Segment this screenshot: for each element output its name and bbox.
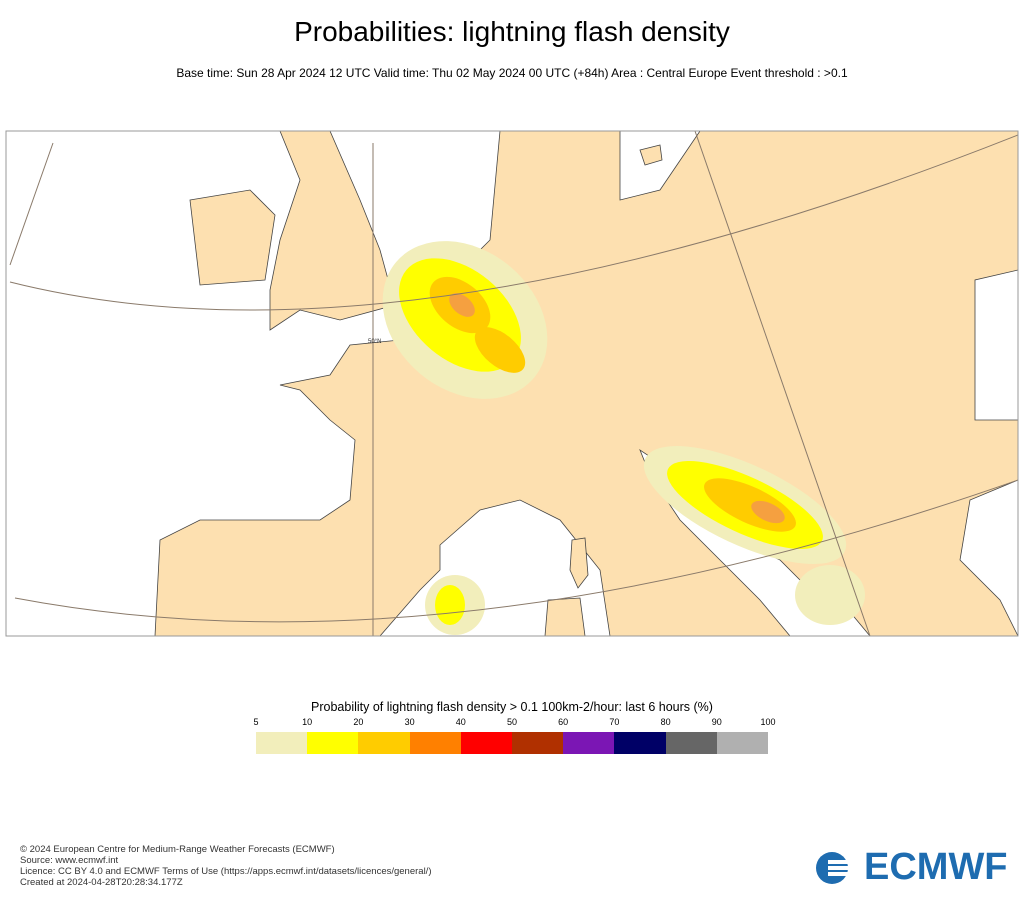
legend-tick: 10 (302, 717, 313, 727)
legend-swatch (614, 732, 666, 754)
copyright: © 2024 European Centre for Medium-Range … (20, 844, 335, 855)
source: Source: www.ecmwf.int (20, 855, 119, 866)
legend-swatch (665, 732, 717, 754)
subtitle: Base time: Sun 28 Apr 2024 12 UTC Valid … (176, 66, 848, 80)
legend-tick: 100 (760, 717, 776, 727)
latitude-label: 50°N (368, 339, 381, 345)
ireland (189, 189, 276, 286)
legend-tick: 60 (558, 717, 569, 727)
ecmwf-logo: ECMWF (814, 846, 1008, 889)
legend-tick: 30 (404, 717, 415, 727)
legend-colorbar (256, 732, 768, 754)
legend-swatch (409, 732, 461, 754)
legend-tick: 90 (711, 717, 722, 727)
probability-shading (382, 241, 865, 635)
legend-title: Probability of lightning flash density >… (311, 700, 713, 714)
ecmwf-logo-text: ECMWF (864, 846, 1008, 888)
legend-swatch (256, 732, 308, 754)
ecmwf-logo-icon (816, 851, 864, 884)
map-frame (5, 130, 1019, 637)
legend-tick: 70 (609, 717, 620, 727)
licence: Licence: CC BY 4.0 and ECMWF Terms of Us… (20, 866, 432, 877)
sardinia (544, 597, 586, 636)
great-britain (269, 131, 396, 331)
legend-swatch (358, 732, 410, 754)
legend-tick: 20 (353, 717, 364, 727)
page-title: Probabilities: lightning flash density (294, 16, 730, 47)
baltic-island (639, 144, 663, 166)
corsica (569, 537, 589, 589)
legend-swatch (511, 732, 564, 754)
legend-swatch (716, 732, 768, 754)
legend-swatch (307, 732, 359, 754)
legend-tick: 50 (506, 717, 518, 727)
legend-tick: 80 (660, 717, 671, 727)
created-at: Created at 2024-04-28T20:28:34.177Z (20, 877, 183, 888)
graticule (9, 131, 1018, 636)
legend-swatch (563, 732, 615, 754)
legend-tick: 40 (455, 717, 466, 727)
legend-tick: 5 (253, 717, 259, 727)
legend-swatch (460, 732, 512, 754)
footer: © 2024 European Centre for Medium-Range … (20, 844, 432, 888)
